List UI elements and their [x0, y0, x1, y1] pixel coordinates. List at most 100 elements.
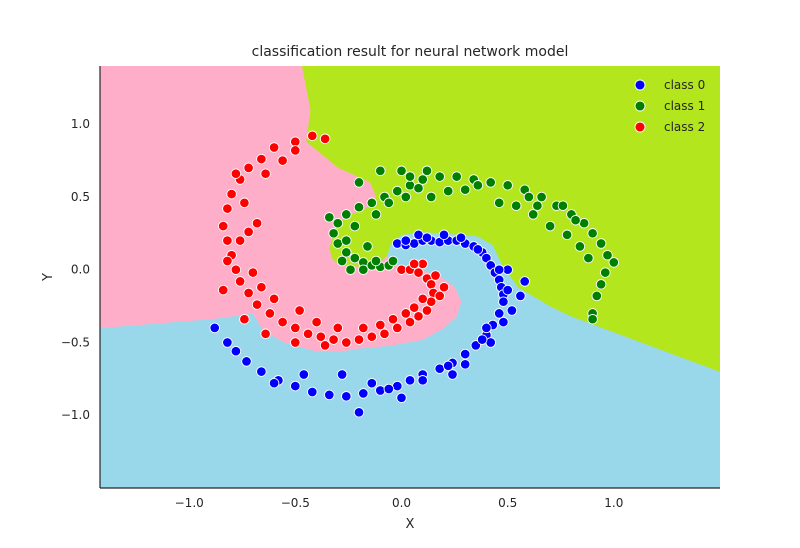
point-class-0 [375, 385, 386, 396]
point-class-2 [392, 322, 403, 334]
point-class-1 [602, 249, 613, 261]
point-class-2 [408, 258, 420, 270]
point-class-2 [290, 322, 301, 334]
point-class-1 [527, 209, 539, 220]
point-class-2 [328, 334, 339, 345]
point-class-2 [311, 316, 322, 328]
point-class-1 [595, 279, 607, 290]
point-class-2 [430, 270, 441, 281]
point-class-0 [307, 386, 318, 398]
point-class-0 [222, 337, 233, 348]
point-class-2 [239, 313, 250, 325]
point-class-2 [230, 168, 242, 179]
point-class-2 [358, 322, 369, 334]
point-class-1 [383, 197, 395, 209]
point-class-2 [290, 136, 301, 147]
point-class-1 [583, 252, 594, 264]
point-class-1 [523, 191, 535, 203]
point-class-2 [353, 334, 365, 345]
point-class-0 [476, 334, 488, 345]
point-class-1 [570, 214, 581, 226]
y-axis-label: Y [41, 273, 56, 282]
point-class-0 [241, 356, 252, 367]
point-class-2 [277, 316, 288, 328]
point-class-1 [362, 241, 373, 252]
point-class-0 [438, 229, 450, 241]
point-class-0 [366, 377, 378, 389]
point-class-1 [459, 184, 471, 195]
point-class-2 [222, 255, 233, 267]
point-class-2 [404, 316, 416, 328]
point-class-2 [375, 319, 386, 331]
point-class-1 [600, 267, 611, 278]
point-class-0 [515, 290, 526, 302]
point-class-2 [387, 313, 399, 325]
point-class-2 [239, 197, 250, 209]
point-class-2 [307, 130, 318, 142]
legend-marker [634, 79, 646, 91]
point-class-1 [341, 235, 352, 246]
point-class-2 [264, 308, 276, 319]
legend-label: class 1 [664, 99, 705, 113]
point-class-1 [370, 255, 382, 267]
point-class-2 [268, 293, 280, 305]
point-class-0 [256, 366, 267, 377]
point-class-2 [277, 155, 288, 166]
y-tick-labels: −1.0 −0.5 0.0 0.5 1.0 [61, 117, 90, 422]
x-axis-label: X [406, 517, 415, 532]
point-class-1 [434, 171, 445, 182]
point-class-1 [510, 200, 522, 211]
point-class-1 [349, 252, 361, 264]
point-class-0 [498, 296, 509, 307]
point-class-1 [485, 177, 496, 188]
point-class-0 [421, 232, 433, 243]
point-class-0 [268, 377, 280, 389]
point-class-0 [209, 322, 220, 334]
point-class-2 [217, 284, 229, 296]
point-class-1 [328, 228, 339, 239]
point-class-2 [438, 281, 450, 293]
point-class-1 [502, 180, 513, 191]
point-class-0 [417, 375, 428, 386]
point-class-2 [260, 168, 271, 179]
point-class-0 [383, 383, 395, 395]
point-class-0 [447, 369, 458, 380]
point-class-2 [425, 279, 437, 290]
point-class-2 [379, 328, 390, 340]
point-class-1 [561, 229, 573, 241]
point-class-1 [336, 255, 348, 267]
point-class-1 [587, 228, 598, 239]
point-class-1 [400, 191, 412, 203]
point-class-2 [290, 337, 301, 348]
point-class-1 [591, 290, 603, 302]
legend-label: class 0 [664, 78, 705, 92]
point-class-1 [472, 180, 484, 191]
legend-marker [634, 121, 646, 133]
point-class-1 [493, 197, 505, 209]
point-class-1 [387, 255, 399, 267]
point-class-1 [349, 220, 361, 232]
point-class-1 [392, 185, 403, 197]
point-class-0 [459, 348, 471, 360]
point-class-2 [319, 133, 331, 145]
y-tick-label: 1.0 [71, 117, 90, 131]
point-class-2 [294, 305, 305, 316]
point-class-1 [574, 241, 586, 252]
x-tick-label: −0.5 [281, 496, 310, 510]
point-class-0 [493, 308, 505, 319]
point-class-0 [400, 235, 412, 246]
data-points [209, 130, 620, 418]
point-class-0 [404, 375, 416, 386]
point-class-1 [425, 191, 437, 203]
point-class-0 [341, 391, 352, 402]
point-class-1 [595, 238, 607, 249]
point-class-0 [442, 360, 454, 372]
point-class-0 [396, 392, 407, 404]
point-class-1 [366, 197, 378, 209]
point-class-0 [455, 232, 467, 243]
point-class-2 [230, 264, 242, 275]
legend-label: class 2 [664, 120, 705, 134]
point-class-2 [243, 287, 254, 299]
point-class-0 [336, 369, 348, 380]
point-class-0 [324, 389, 335, 401]
